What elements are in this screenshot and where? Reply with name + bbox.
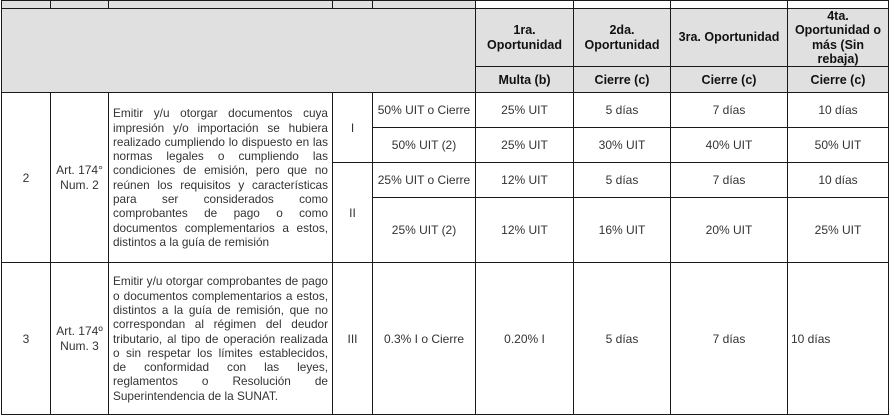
header-opportunity-1: 1ra. Oportunidad bbox=[475, 7, 574, 68]
table-row: 2 Art. 174° Num. 2 Emitir y/u otorgar do… bbox=[1, 92, 889, 264]
sanction-cell: 16% UIT bbox=[573, 197, 671, 264]
sanction-cell: 25% UIT bbox=[475, 92, 574, 129]
sanction-cell: 5 días bbox=[573, 92, 671, 129]
header-spacer bbox=[1, 0, 51, 9]
sanction-cell: 0.3% I o Cierre bbox=[372, 262, 476, 416]
article-ref: Art. 174º Num. 3 bbox=[50, 262, 109, 416]
header-blank bbox=[1, 8, 476, 94]
sanction-cell: 25% UIT (2) bbox=[372, 197, 476, 264]
sanction-cell: 10 días bbox=[787, 92, 889, 129]
infraction-description: Emitir y/u otorgar comprobantes de pago … bbox=[108, 262, 333, 416]
infraction-number: 2 bbox=[1, 92, 51, 264]
sanction-cell: 25% UIT bbox=[787, 197, 889, 264]
sanction-cell: 25% UIT o Cierre bbox=[372, 162, 476, 199]
sanction-cell: 12% UIT bbox=[475, 197, 574, 264]
header-sanction-2: Cierre (c) bbox=[573, 66, 671, 94]
table-row: II 25% UIT o Cierre 12% UIT 5 días 7 día… bbox=[2, 162, 889, 264]
header-opportunity-4: 4ta. Oportunidad o más (Sin rebaja) bbox=[787, 7, 889, 68]
table-row: 3 Art. 174º Num. 3 Emitir y/u otorgar co… bbox=[1, 262, 889, 416]
sanction-cell: 25% UIT bbox=[475, 127, 574, 164]
sanction-cell: 50% UIT o Cierre bbox=[372, 92, 476, 129]
sanction-cell: 30% UIT bbox=[573, 127, 671, 164]
infraction-description: Emitir y/u otorgar documentos cuya impre… bbox=[108, 92, 333, 264]
table-row: 50% UIT (2) 25% UIT 30% UIT 40% UIT 50% … bbox=[2, 127, 889, 164]
sanction-cell: 7 días bbox=[670, 262, 788, 416]
sanction-cell: 12% UIT bbox=[475, 162, 574, 199]
header-sanction-3: Cierre (c) bbox=[670, 66, 788, 94]
header-opportunity-2: 2da. Oportunidad bbox=[573, 7, 671, 68]
sanction-cell: 20% UIT bbox=[670, 197, 788, 264]
article-ref: Art. 174° Num. 2 bbox=[50, 92, 109, 264]
infraction-number: 3 bbox=[1, 262, 51, 416]
table-label: III bbox=[332, 262, 373, 416]
sanction-cell: 5 días bbox=[573, 162, 671, 199]
sanction-cell: 10 días bbox=[787, 162, 889, 199]
sanction-cell: 50% UIT bbox=[787, 127, 889, 164]
sanction-cell: 5 días bbox=[573, 262, 671, 416]
sanction-cell: 50% UIT (2) bbox=[372, 127, 476, 164]
header-sanction-1: Multa (b) bbox=[475, 66, 574, 94]
header-sanction-4: Cierre (c) bbox=[787, 66, 889, 94]
sanction-cell: 7 días bbox=[670, 162, 788, 199]
header-opportunity-3: 3ra. Oportunidad bbox=[670, 7, 788, 68]
table-label: I bbox=[332, 92, 373, 164]
sanction-cell: 40% UIT bbox=[670, 127, 788, 164]
sanction-cell: 7 días bbox=[670, 92, 788, 129]
sanction-cell: 0.20% I bbox=[475, 262, 574, 416]
sanction-cell: 10 días bbox=[787, 262, 889, 416]
table-label: II bbox=[332, 162, 373, 264]
